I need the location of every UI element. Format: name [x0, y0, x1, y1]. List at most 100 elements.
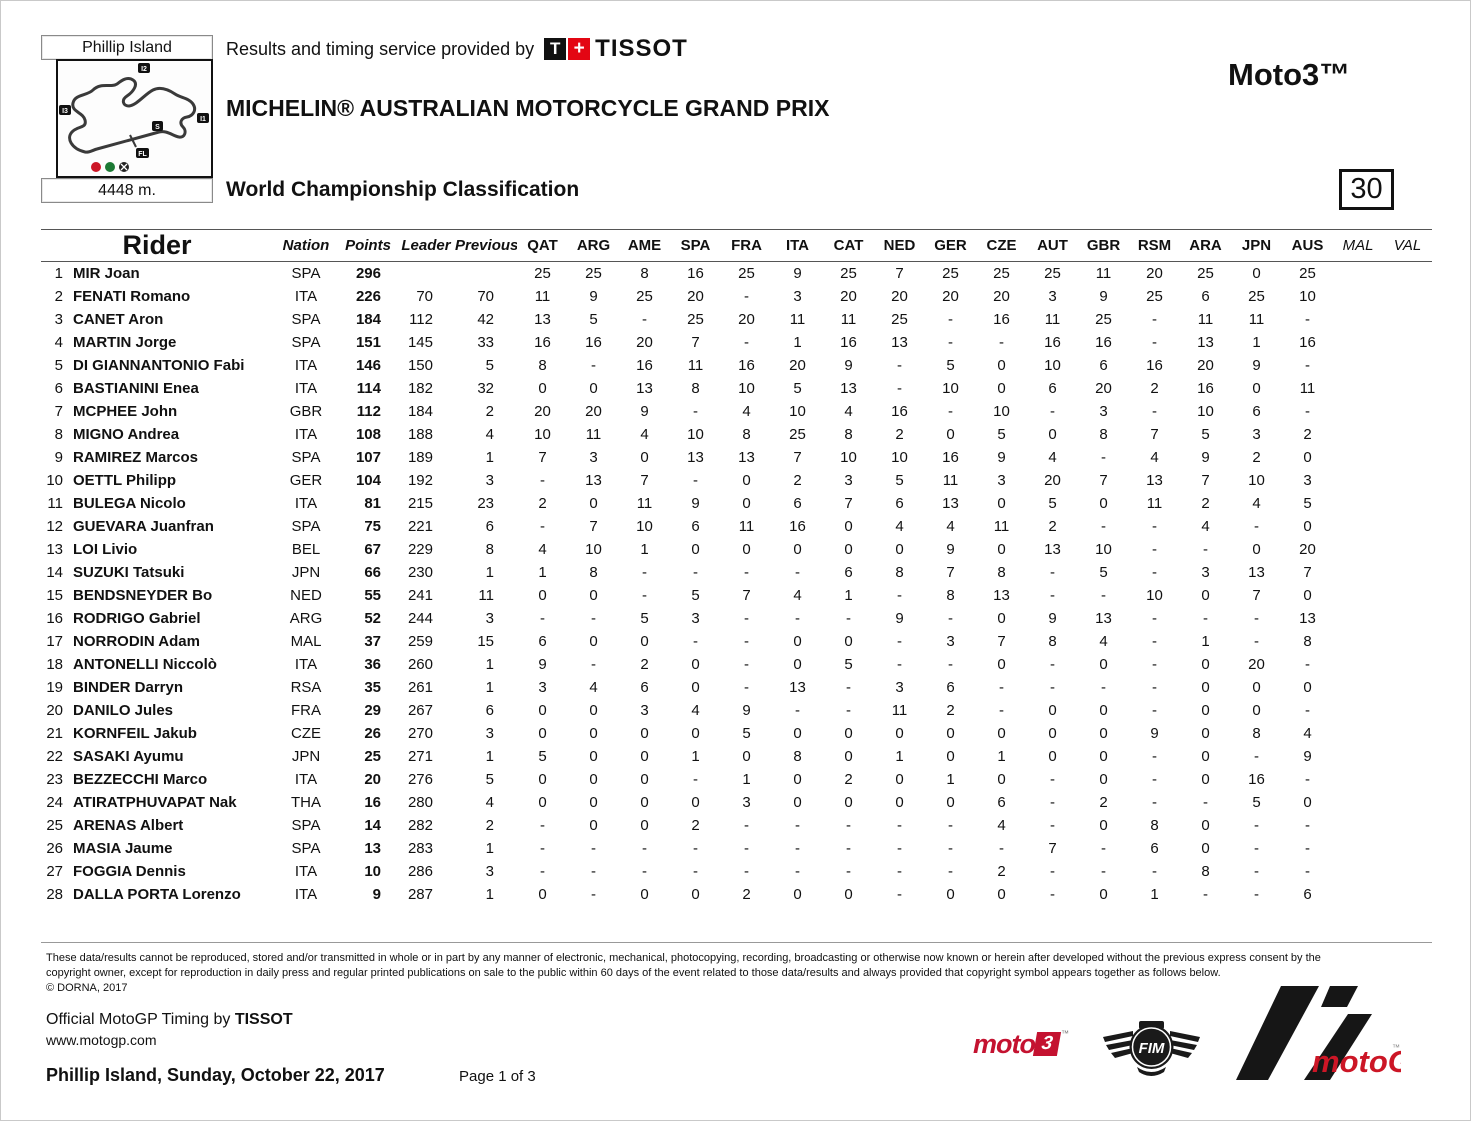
- points-cell: 67: [364, 540, 381, 558]
- race-result-cell: 16: [1044, 333, 1061, 351]
- leader-gap-cell: 150: [407, 356, 433, 374]
- future-race-cell: [1383, 285, 1432, 308]
- race-result-cell: 2: [640, 655, 649, 673]
- race-result-cell: -: [1050, 655, 1055, 673]
- race-result-cell: -: [948, 839, 953, 857]
- race-result-cell: 5: [1303, 494, 1312, 512]
- position-cell: 3: [54, 310, 63, 328]
- race-result-cell: 20: [585, 402, 602, 420]
- race-result-cell: 11: [1248, 310, 1265, 328]
- race-result-cell: 8: [1099, 425, 1108, 443]
- race-result-cell: -: [540, 816, 545, 834]
- race-result-cell: 0: [1099, 816, 1108, 834]
- leader-gap-cell: 112: [409, 310, 433, 328]
- race-result-cell: -: [846, 839, 851, 857]
- race-result-cell: -: [948, 862, 953, 880]
- race-result-cell: 8: [946, 586, 955, 604]
- position-cell: 14: [46, 563, 63, 581]
- nation-cell: NED: [290, 586, 322, 604]
- race-result-cell: 9: [538, 655, 547, 673]
- future-race-cell: [1383, 400, 1432, 423]
- track-length: 4448 m.: [98, 181, 156, 199]
- race-result-cell: 1: [1252, 333, 1261, 351]
- race-result-cell: 3: [997, 471, 1006, 489]
- race-result-cell: 11: [534, 287, 551, 305]
- race-result-cell: 0: [844, 632, 853, 650]
- leader-gap-cell: [397, 262, 455, 285]
- future-race-cell: [1383, 722, 1432, 745]
- race-result-cell: -: [642, 839, 647, 857]
- race-result-cell: -: [897, 839, 902, 857]
- table-row: 17 NORRODIN Adam MAL 37 259 15 6 0 0- -0 0-3 7 8 4-1-…: [41, 630, 1432, 653]
- race-result-cell: 7: [1201, 471, 1210, 489]
- previous-gap-cell: 5: [485, 770, 494, 788]
- race-result-cell: 16: [1248, 770, 1265, 788]
- race-result-cell: 0: [793, 540, 802, 558]
- position-cell: 20: [46, 701, 63, 719]
- race-result-cell: 7: [844, 494, 853, 512]
- green-flag-dot: [105, 162, 115, 172]
- race-result-cell: 10: [840, 448, 857, 466]
- position-cell: 10: [46, 471, 63, 489]
- race-result-cell: -: [1050, 793, 1055, 811]
- future-race-cell: [1383, 814, 1432, 837]
- website-link[interactable]: www.motogp.com: [46, 1032, 157, 1048]
- race-result-cell: 16: [789, 517, 806, 535]
- race-result-cell: 9: [1252, 356, 1261, 374]
- race-result-cell: -: [1305, 770, 1310, 788]
- disclaimer-line-1: These data/results cannot be reproduced,…: [46, 952, 1321, 964]
- race-result-cell: 20: [789, 356, 806, 374]
- race-result-cell: 0: [844, 747, 853, 765]
- race-result-cell: 2: [997, 862, 1006, 880]
- race-result-cell: 8: [1201, 862, 1210, 880]
- future-race-cell: [1383, 584, 1432, 607]
- future-race-cell: [1333, 446, 1383, 469]
- race-result-cell: 10: [942, 379, 959, 397]
- race-result-cell: 0: [946, 793, 955, 811]
- points-cell: 16: [364, 793, 381, 811]
- motogp-logo: motoGP ™: [1226, 984, 1433, 1089]
- position-cell: 19: [46, 678, 63, 696]
- leader-gap-cell: 267: [407, 701, 433, 719]
- race-result-cell: 0: [1252, 540, 1261, 558]
- circuit-name-box: Phillip Island: [41, 35, 213, 60]
- race-result-cell: -: [795, 563, 800, 581]
- leader-gap-cell: 271: [407, 747, 433, 765]
- race-result-cell: 2: [844, 770, 853, 788]
- race-column-header: CZE: [986, 237, 1017, 254]
- leader-gap-cell: 182: [407, 379, 433, 397]
- race-result-cell: -: [744, 632, 749, 650]
- footer-divider: [41, 942, 1432, 943]
- svg-text:S: S: [155, 124, 160, 131]
- race-result-cell: 4: [640, 425, 649, 443]
- race-result-cell: 0: [538, 701, 547, 719]
- points-cell: 26: [364, 724, 381, 742]
- points-cell: 75: [364, 517, 381, 535]
- race-result-cell: 13: [1095, 609, 1112, 627]
- rider-name-cell: MIGNO Andrea: [73, 425, 180, 443]
- race-result-cell: 3: [844, 471, 853, 489]
- official-timing-line: Official MotoGP Timing by TISSOT: [46, 1011, 293, 1029]
- rider-name-cell: ANTONELLI Niccolò: [73, 655, 217, 673]
- previous-gap-cell: 3: [485, 471, 494, 489]
- nation-cell: JPN: [291, 747, 321, 765]
- rider-name-cell: MIR Joan: [73, 264, 140, 282]
- race-result-cell: 0: [1201, 724, 1210, 742]
- race-result-cell: 0: [589, 724, 598, 742]
- table-row: 11 BULEGA Nicolo ITA 81 215 23 2 0 11 9 0 6 7 6 13 0 5 0 1…: [41, 492, 1432, 515]
- leader-gap-cell: 70: [416, 287, 433, 305]
- race-result-cell: 10: [993, 402, 1010, 420]
- table-row: 2 FENATI Romano ITA 226 70 70 11 9 25 20 - 3 20 20 20 2…: [41, 285, 1432, 308]
- points-cell: 37: [364, 632, 381, 650]
- race-result-cell: 5: [589, 310, 598, 328]
- race-result-cell: 0: [1099, 885, 1108, 903]
- previous-gap-cell: 2: [485, 402, 494, 420]
- race-result-cell: 6: [1201, 287, 1210, 305]
- points-cell: 10: [364, 862, 381, 880]
- race-result-cell: 25: [891, 310, 908, 328]
- race-result-cell: 0: [589, 793, 598, 811]
- race-result-cell: 0: [793, 885, 802, 903]
- race-result-cell: -: [1254, 816, 1259, 834]
- future-race-cell: [1383, 630, 1432, 653]
- tissot-logo: T + TISSOT: [544, 35, 688, 63]
